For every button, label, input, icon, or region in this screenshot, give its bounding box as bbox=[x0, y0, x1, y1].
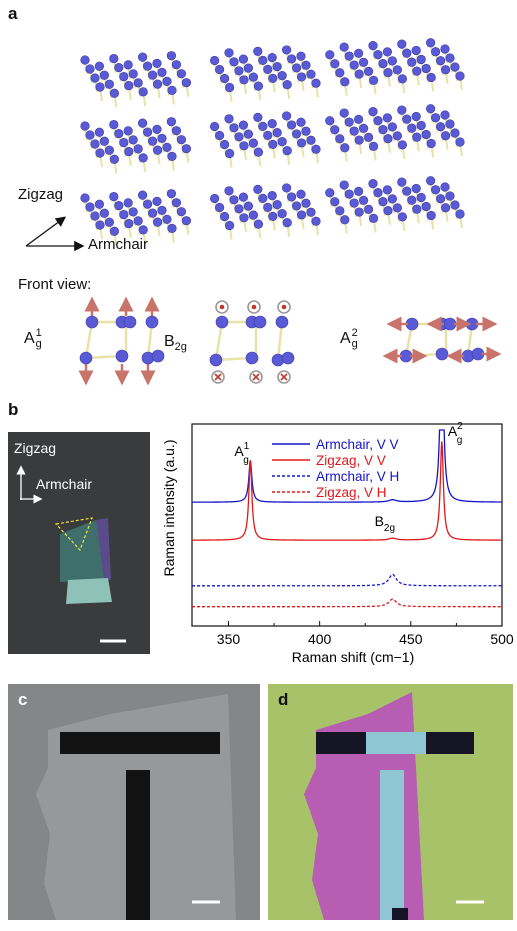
mode-label-b2g: B2g bbox=[164, 333, 187, 354]
chart-y-axis-label: Raman intensity (a.u.) bbox=[161, 440, 177, 577]
electrode-vertical-c bbox=[126, 770, 150, 920]
legend-label-0: Armchair, V V bbox=[316, 437, 399, 452]
flake-light bbox=[66, 578, 112, 604]
flake-violet-edge bbox=[96, 518, 111, 580]
crystal-layer bbox=[80, 104, 465, 174]
front-view-label: Front view: bbox=[18, 276, 92, 293]
image-armchair-arrow bbox=[20, 494, 43, 504]
optical-image-content bbox=[304, 692, 484, 920]
optical-image-b: Zigzag Armchair bbox=[8, 432, 150, 654]
flake-left bbox=[60, 520, 106, 582]
image-axis-arrows bbox=[16, 465, 26, 500]
optical-image-d: d bbox=[268, 684, 513, 920]
chart-frame bbox=[191, 423, 503, 627]
x-tick-label: 500 bbox=[490, 631, 514, 647]
crystal-layer bbox=[80, 38, 465, 108]
series-line-1 bbox=[191, 441, 502, 541]
peak-label-0: A1 g bbox=[234, 441, 249, 466]
peak-label-2: A2 g bbox=[448, 421, 463, 446]
flake-image bbox=[54, 517, 126, 643]
image-zigzag-label: Zigzag bbox=[14, 440, 57, 456]
crystal-structure-3d bbox=[80, 38, 465, 246]
electrode-overlap-d bbox=[366, 732, 426, 754]
peak-label-1: B2g bbox=[375, 513, 395, 534]
crystal-layer bbox=[80, 176, 465, 246]
zigzag-arrow bbox=[25, 216, 67, 247]
electrode-horizontal-c bbox=[60, 732, 220, 754]
legend-label-1: Zigzag, V V bbox=[316, 453, 386, 468]
flake-region-d bbox=[304, 692, 424, 920]
chart-x-axis-label: Raman shift (cm−1) bbox=[292, 649, 415, 665]
x-tick-label: 450 bbox=[399, 631, 423, 647]
series-line-2 bbox=[192, 573, 502, 587]
series-line-3 bbox=[192, 598, 502, 608]
legend-label-2: Armchair, V H bbox=[316, 469, 399, 484]
panel-letter-a: a bbox=[8, 4, 18, 23]
armchair-label: Armchair bbox=[88, 236, 149, 253]
sem-image-content bbox=[36, 694, 236, 920]
direction-arrows bbox=[25, 216, 85, 252]
x-tick-label: 350 bbox=[217, 631, 241, 647]
series-line-0 bbox=[192, 429, 502, 503]
image-armchair-label: Armchair bbox=[36, 476, 93, 492]
electrode-tip-d bbox=[392, 908, 408, 920]
electrode-vertical-d bbox=[380, 770, 404, 920]
panel-letter-d: d bbox=[278, 690, 289, 709]
zigzag-label: Zigzag bbox=[18, 186, 64, 203]
vibration-modes bbox=[78, 296, 502, 386]
panel-letter-c: c bbox=[18, 690, 28, 709]
sem-image-c: c bbox=[8, 684, 260, 920]
panel-letter-b: b bbox=[8, 400, 19, 419]
legend-label-3: Zigzag, V H bbox=[316, 485, 387, 500]
x-tick-label: 400 bbox=[308, 631, 332, 647]
